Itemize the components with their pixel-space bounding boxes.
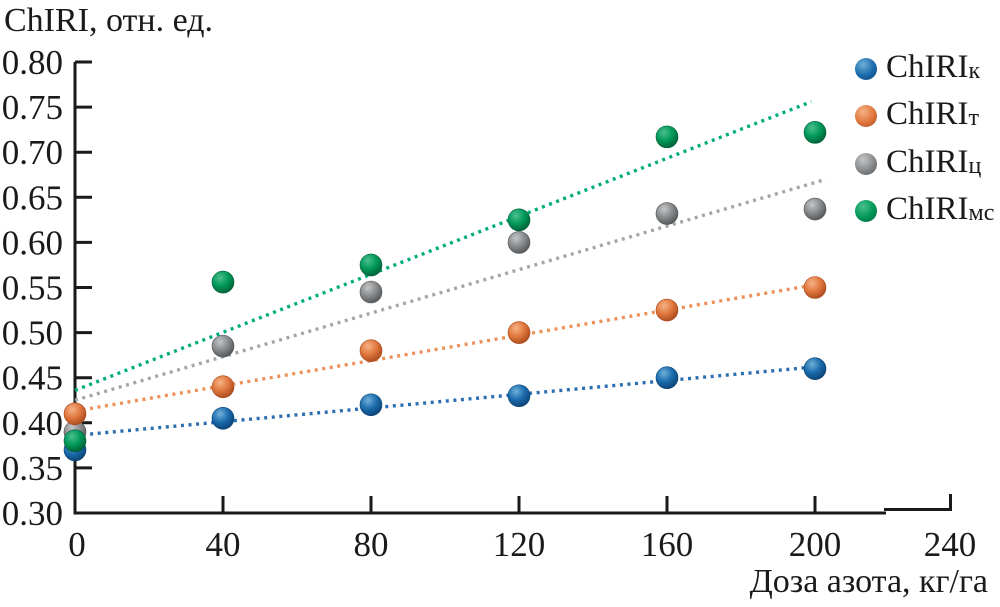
data-point-ChIRIмс-0 bbox=[63, 429, 87, 453]
x-tick-label: 80 bbox=[354, 525, 389, 564]
y-tick-label: 0.65 bbox=[2, 178, 63, 217]
legend-item-ChIRIмс: ChIRIмс bbox=[855, 193, 994, 229]
x-axis-title: Доза азота, кг/га bbox=[749, 563, 988, 600]
data-point-ChIRIк-80 bbox=[359, 393, 383, 417]
legend-item-ChIRIц: ChIRIц bbox=[855, 143, 994, 182]
legend: ChIRIк ChIRIт ChIRIц ChIRIмс bbox=[855, 48, 994, 242]
legend-label-main: ChIRI bbox=[886, 191, 969, 227]
data-point-ChIRIмс-160 bbox=[655, 125, 679, 149]
legend-marker-icon bbox=[855, 57, 877, 80]
trend-line-ChIRIк bbox=[74, 365, 816, 438]
legend-label: ChIRIт bbox=[886, 98, 979, 134]
y-tick-label: 0.70 bbox=[2, 133, 63, 172]
legend-marker-icon bbox=[855, 200, 877, 222]
data-point-ChIRIк-120 bbox=[507, 384, 531, 408]
chart-title: ChIRI, отн. ед. bbox=[4, 2, 214, 39]
legend-label: ChIRIк bbox=[886, 48, 981, 87]
y-tick-label: 0.30 bbox=[2, 494, 63, 533]
data-point-ChIRIк-200 bbox=[803, 357, 827, 380]
data-point-ChIRIмс-40 bbox=[211, 270, 235, 294]
legend-item-ChIRIк: ChIRIк bbox=[855, 48, 994, 87]
data-point-ChIRIмс-80 bbox=[359, 253, 383, 277]
legend-marker-icon bbox=[855, 152, 877, 175]
legend-label-subscript: мс bbox=[968, 200, 995, 226]
legend-label-subscript: ц bbox=[968, 152, 982, 179]
data-point-ChIRIц-120 bbox=[507, 231, 531, 254]
y-tick-label: 0.55 bbox=[2, 269, 63, 308]
data-point-ChIRIт-40 bbox=[211, 375, 235, 399]
legend-label-subscript: т bbox=[968, 105, 980, 131]
data-point-ChIRIмс-200 bbox=[803, 121, 827, 144]
data-point-ChIRIк-40 bbox=[211, 406, 235, 430]
data-point-ChIRIц-40 bbox=[211, 334, 235, 358]
y-tick-label: 0.40 bbox=[2, 404, 63, 443]
trend-line-ChIRIц bbox=[74, 177, 827, 402]
legend-label-main: ChIRI bbox=[886, 48, 969, 85]
x-tick-label: 240 bbox=[924, 525, 977, 564]
legend-label-main: ChIRI bbox=[886, 143, 969, 180]
x-tick-label: 160 bbox=[641, 525, 694, 564]
data-point-ChIRIт-120 bbox=[507, 321, 531, 344]
y-tick-label: 0.35 bbox=[2, 449, 63, 488]
legend-item-ChIRIт: ChIRIт bbox=[855, 98, 994, 134]
x-tick-label: 40 bbox=[206, 525, 241, 564]
x-tick-label: 120 bbox=[493, 525, 546, 564]
trend-line-ChIRIмс bbox=[74, 100, 812, 392]
data-point-ChIRIт-0 bbox=[63, 402, 87, 426]
y-tick-label: 0.50 bbox=[2, 314, 63, 353]
data-point-ChIRIт-80 bbox=[359, 339, 383, 362]
x-tick-label: 0 bbox=[68, 525, 86, 564]
data-point-ChIRIц-160 bbox=[655, 202, 679, 225]
y-tick-label: 0.60 bbox=[2, 223, 63, 262]
data-point-ChIRIц-80 bbox=[359, 280, 383, 304]
legend-label-subscript: к bbox=[968, 57, 981, 84]
y-tick-label: 0.75 bbox=[2, 88, 63, 127]
legend-marker-icon bbox=[855, 105, 877, 127]
data-point-ChIRIмс-120 bbox=[507, 208, 531, 232]
legend-label: ChIRIмс bbox=[886, 193, 994, 229]
trend-line-ChIRIт bbox=[74, 283, 816, 413]
legend-label-main: ChIRI bbox=[886, 96, 969, 132]
data-point-ChIRIц-200 bbox=[803, 197, 827, 221]
y-tick-label: 0.80 bbox=[2, 43, 63, 82]
data-point-ChIRIк-160 bbox=[655, 366, 679, 390]
legend-label: ChIRIц bbox=[886, 143, 982, 182]
data-point-ChIRIт-200 bbox=[803, 276, 827, 299]
y-tick-label: 0.45 bbox=[2, 359, 63, 398]
x-tick-label: 200 bbox=[789, 525, 842, 564]
data-point-ChIRIт-160 bbox=[655, 298, 679, 322]
